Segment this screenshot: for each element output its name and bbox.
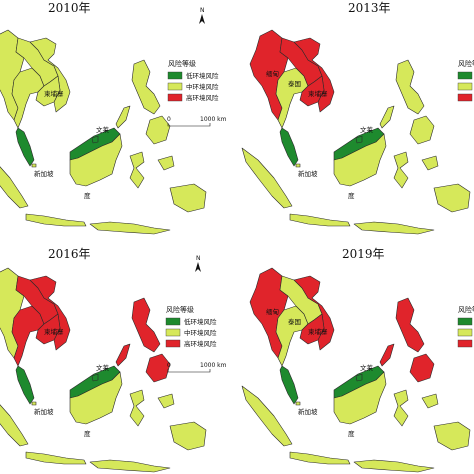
country-label-brunei: 文莱 — [96, 125, 110, 134]
legend-swatch — [165, 317, 181, 326]
country-philippines — [115, 59, 171, 145]
scale-bar: 0 1000 km — [167, 362, 227, 373]
svg-text:N: N — [200, 7, 205, 14]
country-brunei — [355, 135, 363, 144]
legend-item-label: 中环境风险 — [186, 82, 219, 91]
country-cambodia — [299, 75, 325, 107]
country-vietnam — [293, 37, 335, 113]
country-label-brunei: 文莱 — [360, 363, 374, 372]
legend-swatch — [457, 82, 473, 91]
country-label-thailand: 泰国 — [288, 317, 301, 326]
country-label-cambodia: 柬埔寨 — [308, 327, 328, 336]
svg-text:1000 km: 1000 km — [200, 362, 227, 369]
country-label-cambodia: 柬埔寨 — [308, 89, 328, 98]
legend-swatch — [457, 339, 473, 348]
legend-swatch — [457, 328, 473, 337]
legend-swatch — [167, 93, 183, 102]
country-label-singapore: 新加坡 — [34, 169, 54, 178]
country-indonesia — [0, 133, 207, 235]
country-vietnam — [29, 37, 71, 113]
legend-item-label: 高环境风险 — [184, 339, 217, 348]
svg-text:1000 km: 1000 km — [200, 116, 227, 123]
country-philippines — [379, 59, 435, 145]
year-title: 2019年 — [342, 247, 385, 261]
country-singapore — [31, 163, 37, 168]
country-malaysia-pen — [279, 127, 299, 167]
legend-item-label: 低环境风险 — [184, 317, 217, 326]
country-indonesia — [241, 133, 471, 235]
country-philippines — [379, 297, 435, 383]
legend-item-label: 高环境风险 — [186, 93, 219, 102]
country-brunei — [355, 373, 363, 382]
legend-title: 风险等级 — [166, 305, 194, 314]
svg-text:0: 0 — [167, 116, 171, 123]
country-label-thailand: 泰国 — [288, 79, 301, 88]
country-label-indonesia: 度 — [84, 429, 91, 438]
country-label-indonesia: 度 — [348, 191, 355, 200]
year-title: 2010年 — [48, 1, 91, 15]
north-arrow-icon: N — [199, 7, 205, 24]
country-label-singapore: 新加坡 — [298, 169, 318, 178]
legend-swatch — [165, 328, 181, 337]
svg-text:0: 0 — [167, 362, 171, 369]
country-label-brunei: 文莱 — [360, 125, 374, 134]
north-arrow-icon: N — [195, 255, 201, 272]
legend-swatch — [167, 71, 183, 80]
country-singapore — [295, 401, 301, 406]
country-brunei — [91, 373, 99, 382]
country-philippines — [115, 297, 171, 383]
country-cambodia — [299, 313, 325, 345]
legend-swatch — [165, 339, 181, 348]
country-singapore — [295, 163, 301, 168]
legend-item-label: 中环境风险 — [184, 328, 217, 337]
country-malaysia-pen — [15, 365, 35, 405]
country-cambodia — [35, 75, 61, 107]
legend-item-label: 低环境风险 — [186, 71, 219, 80]
legend-swatch — [457, 93, 473, 102]
country-vietnam — [29, 275, 71, 351]
year-title: 2013年 — [348, 1, 391, 15]
legend-title: 风险等级 — [458, 305, 474, 314]
country-singapore — [31, 401, 37, 406]
country-indonesia — [241, 371, 471, 473]
country-brunei — [91, 135, 99, 144]
year-title: 2016年 — [48, 247, 91, 261]
svg-text:N: N — [196, 255, 201, 262]
country-label-cambodia: 柬埔寨 — [44, 327, 64, 336]
scale-bar: 0 1000 km — [167, 116, 227, 127]
country-label-brunei: 文莱 — [96, 363, 110, 372]
legend-swatch — [167, 82, 183, 91]
country-cambodia — [35, 313, 61, 345]
country-label-cambodia: 柬埔寨 — [44, 89, 64, 98]
country-label-indonesia: 度 — [84, 191, 91, 200]
country-indonesia — [0, 371, 207, 473]
legend-title: 风险等级 — [458, 59, 474, 68]
country-label-myanmar: 缅甸 — [266, 307, 279, 316]
legend-title: 风险等级 — [168, 59, 196, 68]
legend-swatch — [457, 71, 473, 80]
country-label-singapore: 新加坡 — [298, 407, 318, 416]
legend-swatch — [457, 317, 473, 326]
country-vietnam — [293, 275, 335, 351]
country-malaysia-pen — [279, 365, 299, 405]
country-label-singapore: 新加坡 — [34, 407, 54, 416]
country-label-indonesia: 度 — [348, 429, 355, 438]
country-label-myanmar: 缅甸 — [266, 69, 279, 78]
country-malaysia-pen — [15, 127, 35, 167]
